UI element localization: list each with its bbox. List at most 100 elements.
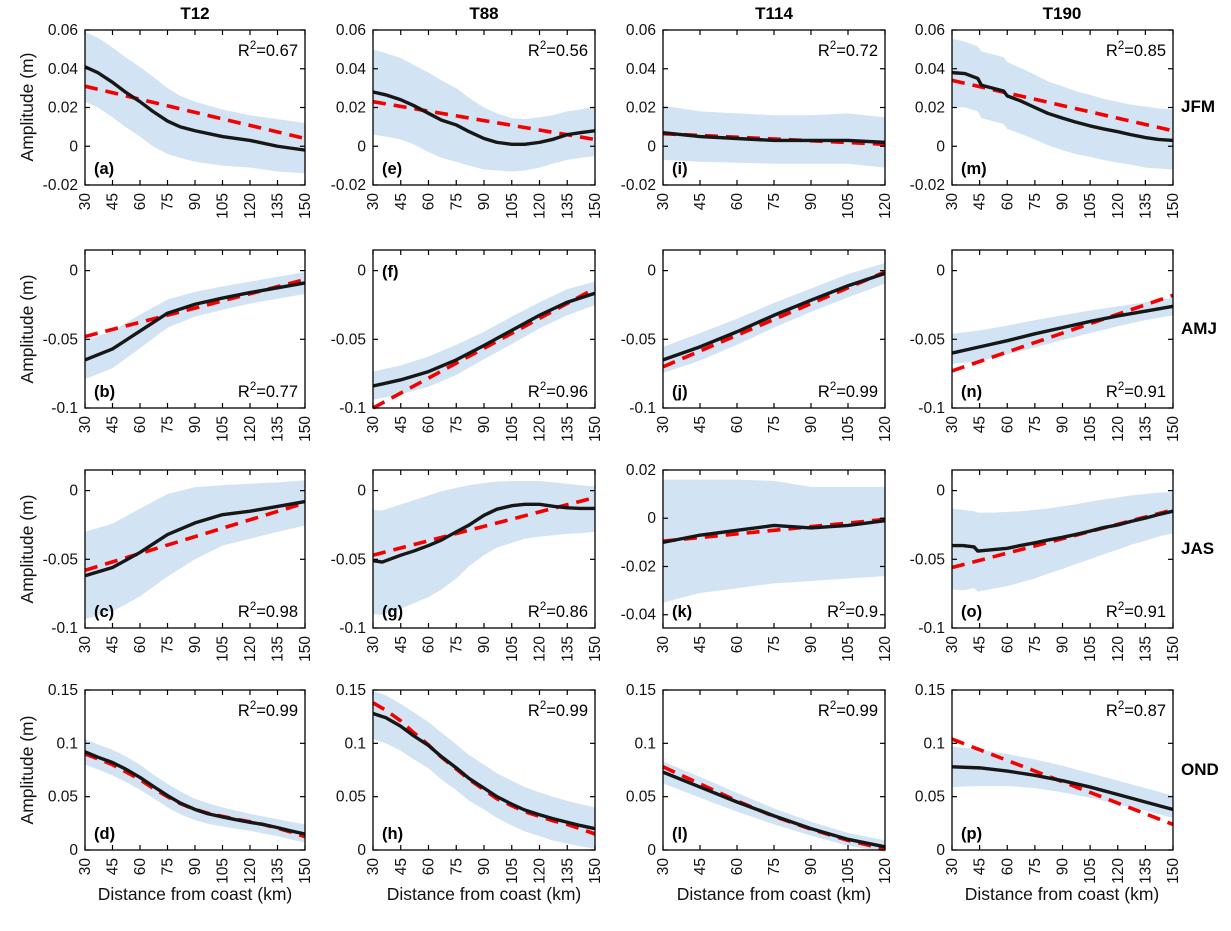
confidence-band [373, 480, 595, 615]
x-tick-label: 105 [215, 416, 232, 442]
x-tick-label: 30 [655, 858, 672, 876]
x-tick-label: 45 [393, 193, 410, 210]
y-tick-label: -0.1 [51, 620, 78, 637]
x-tick-label: 150 [1165, 636, 1182, 662]
confidence-band [373, 49, 595, 172]
x-tick-label: 60 [729, 416, 746, 434]
confidence-band [663, 105, 885, 168]
panel-letter: (g) [382, 603, 403, 621]
subplot-d: 30 45 60 75 90 105 120 135 150 0.15 0.1 0.05 0 (d) R2=… [19, 674, 317, 915]
y-tick-label: 0 [357, 842, 366, 859]
x-tick-label: 135 [559, 193, 576, 219]
fit-line [372, 99, 596, 142]
fit-line [951, 78, 1174, 133]
x-tick-label: 75 [448, 858, 465, 875]
y-tick-label: -0.05 [43, 551, 78, 568]
x-tick-label: 105 [215, 193, 232, 219]
panel-letter: (k) [672, 603, 692, 621]
y-tick-label: -0.1 [918, 400, 945, 417]
x-tick-label: 135 [559, 416, 576, 442]
y-tick-label: 0 [69, 138, 78, 155]
column-title-t190: T190 [1042, 4, 1082, 23]
y-tick-label: 0 [69, 842, 78, 859]
subplot-k: 30 45 60 75 90 105 120 0.02 0 -0.02 -0.04 (k) R2=0.9 [597, 454, 897, 693]
y-tick-label: -0.1 [339, 620, 366, 637]
x-tick-label: 60 [729, 193, 746, 211]
x-tick-label: 150 [1165, 416, 1182, 442]
subplot-e: 30 45 60 75 90 105 120 135 150 0.06 0.04 0.02 0 -0.02… [307, 14, 607, 250]
y-tick-label: 0.1 [56, 735, 78, 752]
y-tick-label: 0.02 [48, 100, 78, 117]
mean-line [662, 271, 886, 362]
mean-line [372, 90, 596, 147]
x-tick-label: 60 [421, 636, 438, 654]
x-tick-label: 75 [448, 636, 465, 653]
column-title-t12: T12 [180, 4, 210, 23]
x-tick-label: 90 [187, 858, 204, 876]
x-tick-label: 90 [1055, 416, 1072, 434]
x-tick-label: 45 [692, 416, 709, 433]
panel-letter: (o) [961, 603, 982, 621]
mean-line [372, 711, 596, 831]
x-axis-label-col1: Distance from coast (km) [97, 884, 293, 904]
subplot-j: 30 45 60 75 90 105 120 0 -0.05 -0.1 (j) R2=0.99 [597, 234, 897, 473]
y-tick-label: -0.02 [621, 177, 656, 194]
y-tick-label: -0.05 [331, 331, 366, 348]
mean-line [84, 281, 306, 362]
panel-letter: (e) [382, 160, 402, 178]
x-tick-label: 120 [242, 193, 259, 219]
y-tick-label: 0.1 [344, 735, 366, 752]
x-tick-label: 30 [77, 636, 94, 654]
x-tick-label: 75 [766, 193, 783, 210]
mean-line [372, 502, 595, 564]
panel-letter: (m) [961, 160, 987, 178]
subplot-o: 30 45 60 75 90 105 120 135 150 0 -0.05 -0.1 (o) R2=0.… [886, 454, 1185, 693]
r2-label: R2=0.96 [528, 381, 588, 401]
x-tick-label: 30 [365, 193, 382, 211]
y-tick-label: 0.1 [634, 735, 656, 752]
y-tick-label: 0.05 [336, 789, 366, 806]
subplot-c: 30 45 60 75 90 105 120 135 150 0 -0.05 -0.1 (c) R2=0.… [19, 454, 317, 693]
y-tick-label: -0.02 [910, 177, 945, 194]
x-tick-label: 45 [105, 193, 122, 210]
y-tick-label: 0 [69, 483, 78, 500]
x-tick-label: 135 [1137, 416, 1154, 442]
x-tick-label: 30 [365, 636, 382, 654]
panel-letter: (i) [672, 160, 688, 178]
y-tick-label: 0.15 [626, 682, 656, 699]
x-tick-label: 30 [77, 858, 94, 876]
y-tick-label: -0.05 [43, 331, 78, 348]
fit-line [84, 84, 306, 141]
x-tick-label: 60 [999, 636, 1016, 654]
y-tick-label: 0 [647, 842, 656, 859]
x-tick-label: 90 [476, 858, 493, 876]
x-tick-label: 30 [77, 416, 94, 434]
x-tick-label: 135 [1137, 636, 1154, 662]
x-tick-label: 120 [532, 858, 549, 884]
r2-label: R2=0.67 [238, 40, 298, 60]
mean-line [84, 499, 306, 578]
y-tick-label: 0 [647, 138, 656, 155]
x-tick-label: 105 [840, 416, 857, 442]
x-tick-label: 150 [587, 193, 604, 219]
fit-line [951, 293, 1174, 373]
x-tick-label: 150 [587, 858, 604, 884]
x-tick-label: 135 [270, 636, 287, 662]
mean-line [372, 291, 596, 388]
x-tick-label: 75 [160, 636, 177, 653]
x-tick-label: 60 [132, 636, 149, 654]
x-tick-label: 45 [692, 193, 709, 210]
x-tick-label: 60 [999, 193, 1016, 211]
x-tick-label: 120 [532, 636, 549, 662]
panel-letter: (d) [94, 825, 115, 843]
y-tick-label: -0.05 [910, 331, 945, 348]
fit-line [951, 737, 1174, 827]
x-tick-label: 45 [972, 858, 989, 875]
r2-label: R2=0.98 [238, 601, 298, 621]
x-axis-label-col4: Distance from coast (km) [964, 884, 1160, 904]
x-tick-label: 90 [803, 636, 820, 654]
subplot-a: 30 45 60 75 90 105 120 135 150 0.06 0.04 0.02 0 -0.02… [19, 14, 317, 250]
x-axis-label-col2: Distance from coast (km) [386, 884, 582, 904]
x-tick-label: 120 [1110, 636, 1127, 662]
y-tick-label: 0 [936, 483, 945, 500]
